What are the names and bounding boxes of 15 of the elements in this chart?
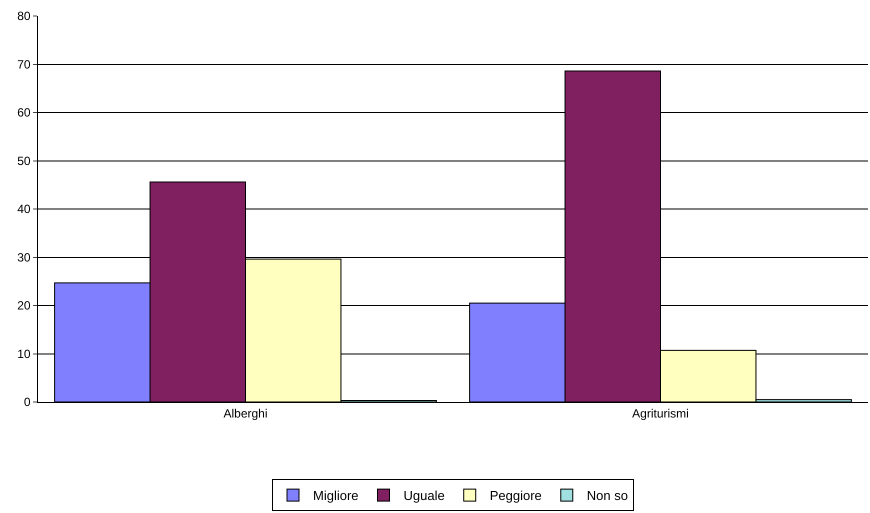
legend-label: Peggiore (490, 488, 542, 504)
legend-label: Uguale (404, 488, 445, 504)
legend-label: Migliore (313, 488, 359, 504)
y-tick-label: 60 (17, 106, 31, 120)
y-tick-label: 10 (17, 346, 31, 361)
x-tick-label: Alberghi (223, 406, 268, 420)
x-tick-label: Agriturismi (632, 406, 689, 420)
y-tick-label: 30 (17, 250, 31, 264)
y-tick-label: 70 (17, 57, 31, 72)
y-tick-label: 80 (17, 9, 31, 24)
legend-label: Non so (586, 488, 628, 504)
y-tick-label: 20 (17, 298, 31, 313)
y-tick-label: 0 (24, 395, 31, 410)
y-tick-label: 50 (17, 154, 31, 168)
y-tick-label: 40 (17, 202, 31, 216)
